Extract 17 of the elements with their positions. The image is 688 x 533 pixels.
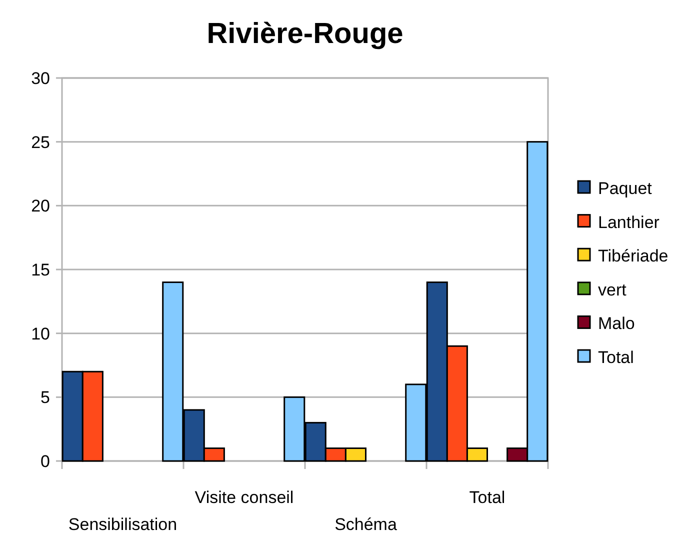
y-tick-label: 20 — [31, 196, 50, 216]
legend-label: vert — [598, 280, 627, 300]
legend-label: Total — [598, 348, 634, 367]
y-tick-label: 15 — [31, 260, 50, 280]
legend-label: Lanthier — [598, 212, 660, 232]
y-tick-label: 0 — [40, 452, 50, 471]
legend-label: Tibériade — [598, 246, 668, 266]
legend-label: Malo — [598, 314, 635, 334]
y-tick-label: 25 — [31, 132, 50, 152]
x-tick-label: Sensibilisation — [68, 515, 178, 533]
y-tick-label: 30 — [31, 68, 50, 88]
x-tick-label: Visite conseil — [194, 488, 294, 507]
y-tick-label: 5 — [40, 388, 50, 408]
legend-label: Paquet — [598, 178, 652, 198]
chart-title: Rivière-Rouge — [206, 18, 404, 50]
y-tick-label: 10 — [31, 324, 50, 344]
x-tick-label: Schéma — [334, 515, 398, 533]
